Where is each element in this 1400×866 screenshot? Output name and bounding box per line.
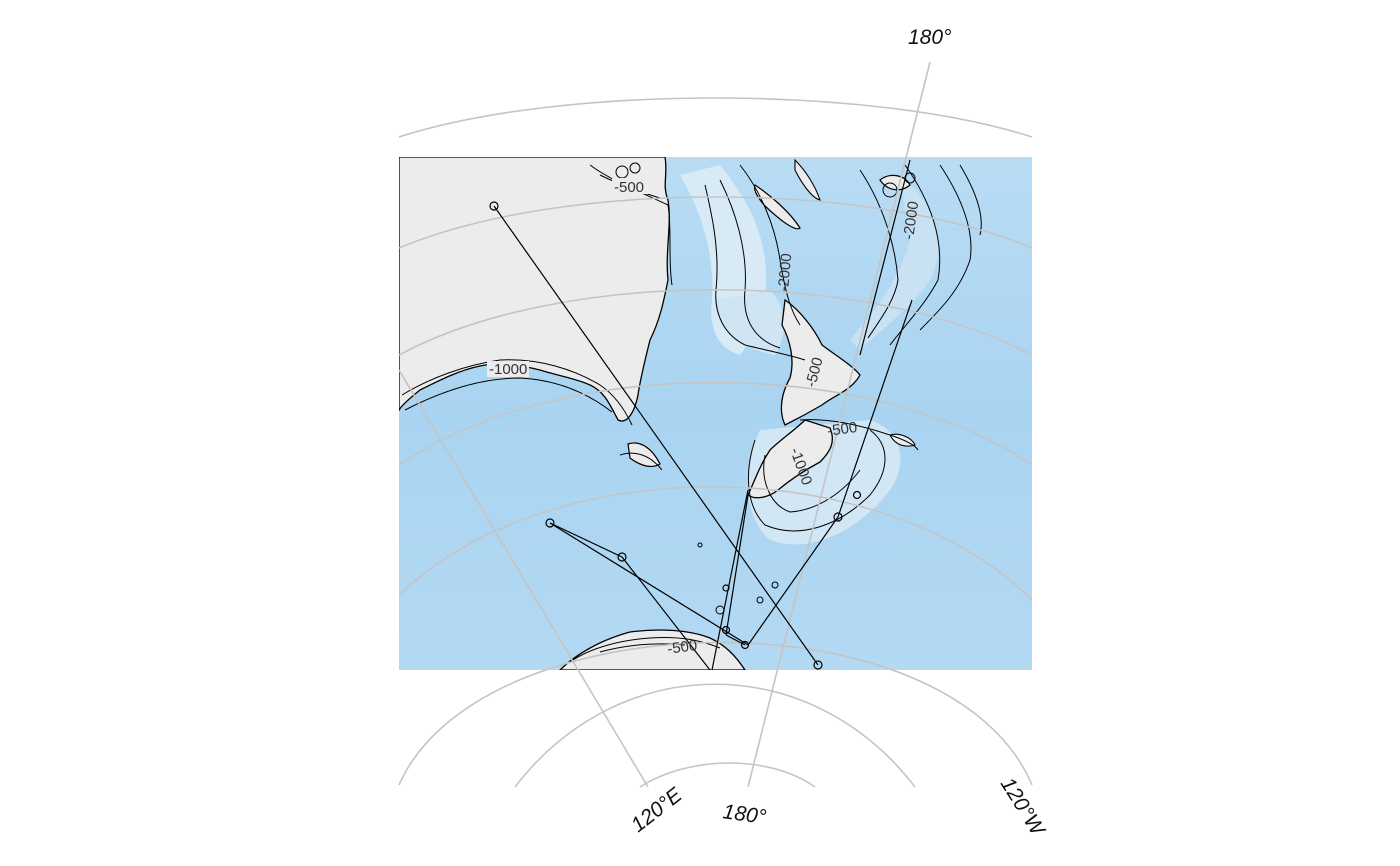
contour-label: -500 <box>826 419 858 440</box>
meridian-label-180-bottom: 180° <box>721 800 767 829</box>
new-caledonia <box>753 184 801 230</box>
station-marker <box>489 201 499 211</box>
contour-label: -500 <box>666 637 698 658</box>
fiji-islands <box>879 174 911 191</box>
contour-label: -500 <box>614 179 644 196</box>
station-marker <box>617 552 627 562</box>
station-marker <box>721 625 731 635</box>
station-marker <box>852 490 862 500</box>
nz-north-island <box>780 298 861 426</box>
track-5 <box>725 494 749 636</box>
vanuatu-islands <box>794 158 821 201</box>
antarctica-coast <box>559 629 746 670</box>
latitude-arc-2 <box>399 196 1032 249</box>
latitude-arc-1 <box>398 97 1033 138</box>
contour-label: -2000 <box>775 253 795 293</box>
australia-landmass <box>399 157 670 422</box>
track-1 <box>493 205 819 666</box>
meridian-180 <box>747 61 931 788</box>
meridian-label-180-top: 180° <box>908 26 951 49</box>
track-3 <box>549 522 711 671</box>
station-marker <box>740 640 750 650</box>
station-marker <box>813 660 823 670</box>
station-marker <box>833 512 843 522</box>
latitude-arc-4 <box>399 381 1032 466</box>
contour-label: -2000 <box>900 200 922 240</box>
track-4 <box>747 299 913 646</box>
latitude-arc-8 <box>639 762 816 788</box>
nz-south-island <box>747 419 834 499</box>
kermadec-ridge <box>850 175 939 350</box>
station-marker <box>545 518 555 528</box>
station-marker <box>722 584 730 592</box>
survey-tracks <box>493 159 913 671</box>
meridian-label-120e: 120°E <box>627 783 687 837</box>
latitude-arc-7 <box>514 683 916 788</box>
latitude-arc-6 <box>398 641 1033 786</box>
latitude-arc-5 <box>399 486 1032 601</box>
meridian-120e <box>398 369 649 788</box>
track-7 <box>859 159 911 356</box>
station-markers <box>489 201 862 670</box>
graticule <box>398 61 1033 788</box>
track-6 <box>711 489 749 671</box>
track-2 <box>549 522 749 646</box>
meridian-label-120w: 120°W <box>996 773 1050 841</box>
latitude-arc-3 <box>399 289 1032 356</box>
contour-label: -1000 <box>489 361 527 378</box>
